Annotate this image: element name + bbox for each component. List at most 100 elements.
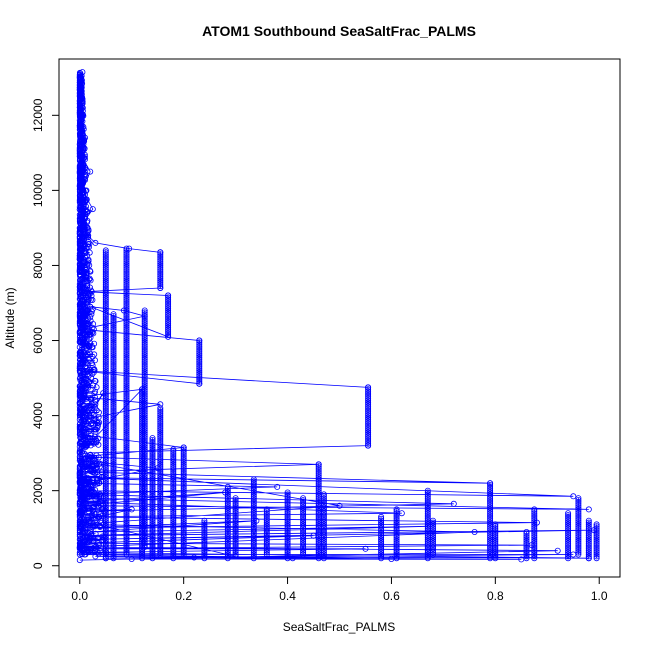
data-point	[149, 461, 156, 468]
data-point	[424, 523, 431, 530]
data-point	[123, 365, 130, 372]
data-point	[170, 502, 177, 509]
data-point	[123, 277, 130, 284]
data-point	[180, 453, 187, 460]
data-point	[83, 245, 90, 252]
data-point	[141, 352, 148, 359]
data-point	[141, 536, 148, 543]
data-point	[170, 483, 177, 490]
data-point	[378, 529, 385, 536]
data-point	[102, 442, 109, 449]
data-point	[141, 320, 148, 327]
data-point	[110, 517, 117, 524]
data-point	[76, 513, 83, 520]
point-column	[585, 517, 592, 562]
data-point	[157, 502, 164, 509]
data-point	[180, 483, 187, 490]
point-column	[263, 506, 270, 558]
data-point	[141, 337, 148, 344]
data-point	[102, 480, 109, 487]
data-point	[141, 316, 148, 323]
data-point	[123, 344, 130, 351]
data-point	[123, 440, 130, 447]
data-point	[123, 420, 130, 427]
data-point	[424, 497, 431, 504]
data-point	[123, 343, 130, 350]
data-point	[123, 266, 130, 273]
data-point	[141, 435, 148, 442]
data-point	[149, 459, 156, 466]
data-point	[429, 519, 436, 526]
data-point	[76, 149, 83, 156]
data-point	[157, 414, 164, 421]
data-point	[110, 420, 117, 427]
data-point	[378, 519, 385, 526]
data-point	[585, 547, 592, 554]
data-point	[141, 451, 148, 458]
data-point	[110, 436, 117, 443]
data-point	[102, 251, 109, 258]
data-point	[471, 529, 478, 536]
data-point	[110, 406, 117, 413]
data-point	[201, 555, 208, 562]
data-point	[284, 547, 291, 554]
data-point	[149, 438, 156, 445]
data-point	[102, 253, 109, 260]
data-point	[82, 416, 89, 423]
data-point	[123, 491, 130, 498]
data-point	[110, 358, 117, 365]
data-point	[86, 366, 93, 373]
data-point	[141, 468, 148, 475]
series-line	[78, 72, 595, 561]
data-point	[102, 481, 109, 488]
data-point	[565, 529, 572, 536]
data-point	[102, 313, 109, 320]
data-point	[570, 551, 577, 558]
data-point	[320, 512, 327, 519]
data-point	[86, 349, 93, 356]
data-point	[487, 513, 494, 520]
data-point	[170, 519, 177, 526]
data-point	[102, 273, 109, 280]
data-point	[102, 350, 109, 357]
data-point	[102, 555, 109, 562]
data-point	[593, 545, 600, 552]
data-point	[575, 529, 582, 536]
data-point	[110, 343, 117, 350]
data-point	[141, 459, 148, 466]
data-point	[170, 489, 177, 496]
data-point	[149, 523, 156, 530]
data-point	[141, 313, 148, 320]
data-point	[170, 451, 177, 458]
point-column	[123, 245, 130, 558]
data-point	[123, 406, 130, 413]
data-point	[110, 329, 117, 336]
data-point	[593, 553, 600, 560]
data-point	[393, 515, 400, 522]
data-point	[320, 491, 327, 498]
data-point	[86, 249, 93, 256]
data-point	[284, 512, 291, 519]
data-point	[123, 253, 130, 260]
data-point	[141, 480, 148, 487]
data-point	[102, 427, 109, 434]
data-point	[76, 536, 83, 543]
data-point	[123, 384, 130, 391]
data-point	[180, 451, 187, 458]
data-point	[224, 504, 231, 511]
data-point	[76, 453, 83, 460]
x-tick-label: 0.4	[279, 589, 296, 603]
data-point	[593, 540, 600, 547]
data-point	[575, 530, 582, 537]
data-point	[102, 298, 109, 305]
data-point	[378, 536, 385, 543]
data-point	[585, 529, 592, 536]
x-tick-label: 1.0	[591, 589, 608, 603]
data-point	[565, 532, 572, 539]
data-point	[76, 545, 83, 552]
data-point	[593, 534, 600, 541]
data-point	[593, 547, 600, 554]
data-point	[78, 347, 85, 354]
data-point	[123, 442, 130, 449]
data-point	[76, 487, 83, 494]
